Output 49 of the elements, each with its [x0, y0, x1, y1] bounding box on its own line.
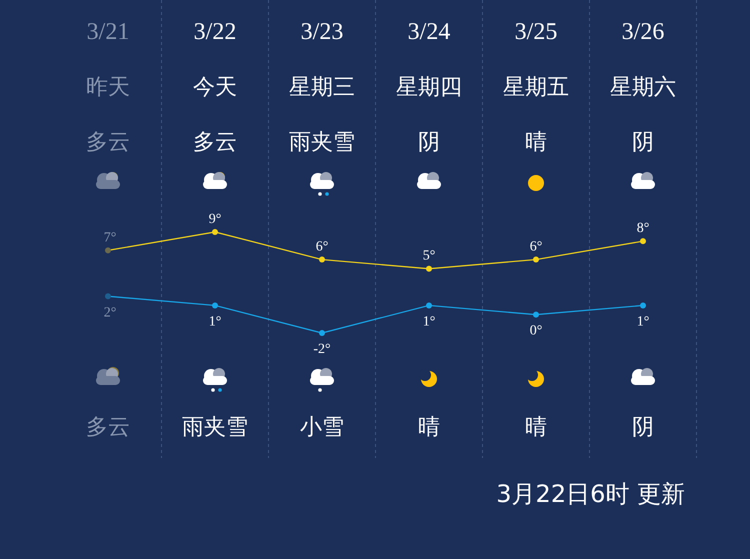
text: 多云 [193, 130, 237, 155]
text: 今天 [193, 75, 237, 100]
data-label: 5° [422, 248, 436, 264]
text: 雨夹雪 [182, 415, 248, 440]
x-tick-label: 3/22 [194, 19, 236, 45]
point [319, 330, 325, 336]
x-tick-label: 3/24 [408, 19, 450, 45]
point [640, 238, 646, 244]
text: 星期四 [396, 75, 462, 100]
point [426, 266, 432, 272]
text: 阴 [632, 415, 654, 440]
data-label: 2° [104, 305, 116, 320]
text: 昨天 [86, 75, 130, 100]
data-label: 6° [530, 240, 542, 255]
x-tick-label: 3/25 [514, 19, 558, 45]
point [212, 302, 218, 308]
point [212, 229, 218, 235]
data-label: 1° [636, 314, 650, 330]
text: 晴 [525, 130, 547, 155]
point [426, 302, 432, 308]
text: 多云 [86, 415, 130, 440]
point [319, 256, 325, 263]
text: 晴 [418, 415, 440, 440]
point [640, 302, 646, 308]
text: 星期六 [610, 75, 676, 100]
data-label: 7° [104, 230, 116, 246]
text: 星期三 [289, 75, 355, 100]
data-label: 1° [208, 314, 222, 330]
point [105, 247, 111, 254]
text: 晴 [525, 415, 547, 440]
text: 阴 [632, 130, 654, 155]
data-label: -2° [313, 342, 331, 357]
point [533, 256, 539, 263]
x-tick-label: 3/26 [622, 19, 664, 45]
data-label: 9° [208, 212, 222, 227]
data-label: 0° [530, 324, 542, 339]
x-tick-label: 3/21 [86, 19, 130, 45]
data-label: 8° [636, 221, 650, 236]
point [533, 312, 539, 318]
point [105, 293, 111, 300]
text: 雨夹雪 [289, 130, 355, 155]
data-label: 1° [422, 314, 436, 330]
data-label: 6° [316, 240, 328, 255]
text: 多云 [86, 130, 130, 155]
text: 星期五 [503, 75, 569, 100]
x-tick-label: 3/23 [300, 19, 344, 45]
text: 阴 [418, 130, 440, 155]
text: 3月22日6时 更新 [496, 480, 685, 508]
text: 小雪 [300, 415, 344, 440]
